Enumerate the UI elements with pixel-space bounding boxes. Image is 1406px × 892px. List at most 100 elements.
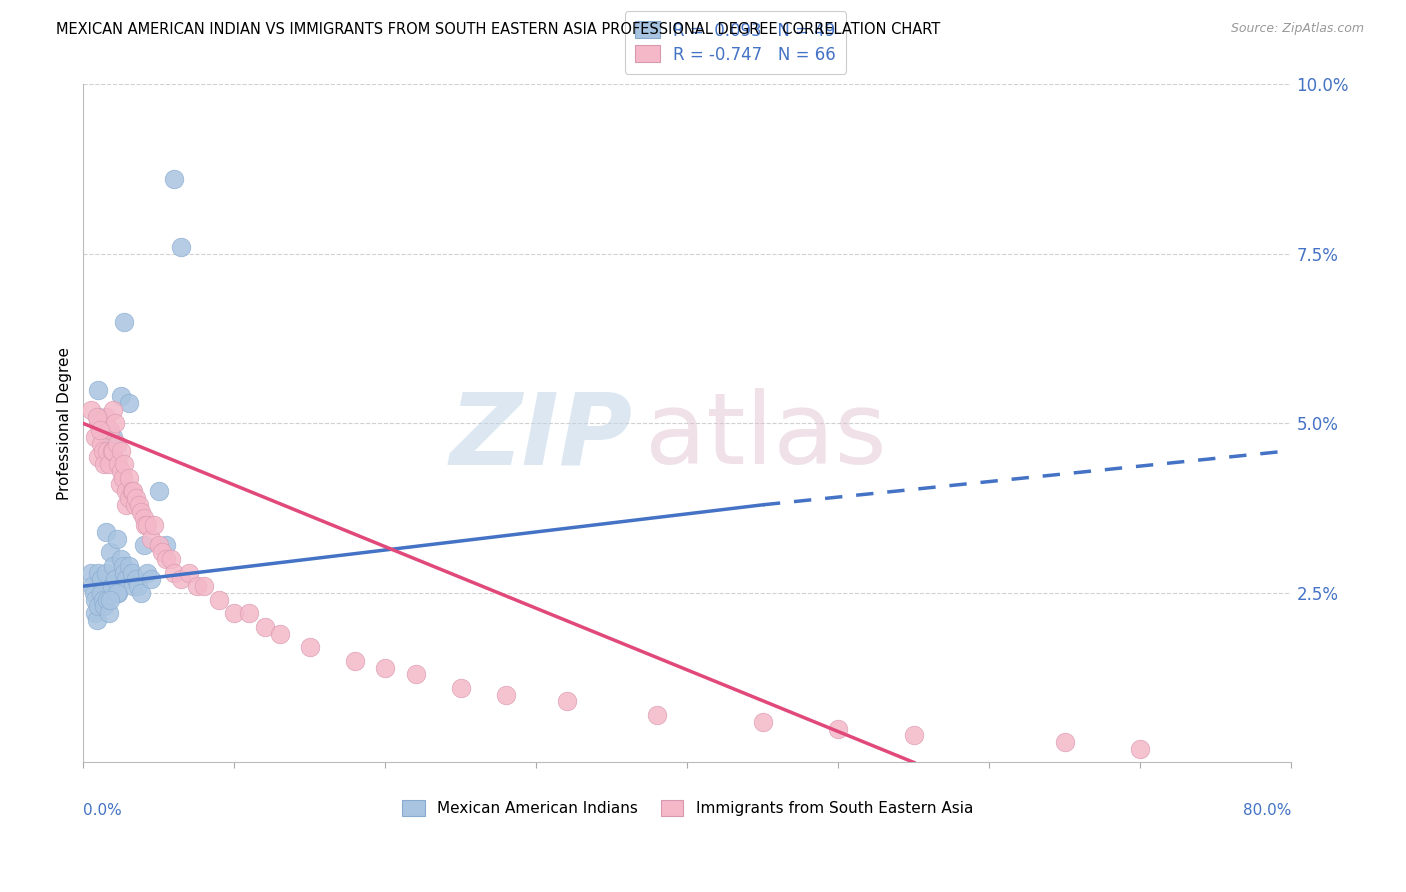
Point	[238, 607, 260, 621]
Point	[253, 620, 276, 634]
Point	[143, 518, 166, 533]
Point	[132, 539, 155, 553]
Point	[103, 403, 125, 417]
Point	[87, 450, 110, 465]
Point	[163, 172, 186, 186]
Point	[84, 430, 107, 444]
Point	[107, 586, 129, 600]
Point	[108, 477, 131, 491]
Point	[155, 539, 177, 553]
Point	[177, 566, 200, 580]
Point	[129, 586, 152, 600]
Point	[117, 471, 139, 485]
Point	[121, 484, 143, 499]
Point	[90, 586, 112, 600]
Text: MEXICAN AMERICAN INDIAN VS IMMIGRANTS FROM SOUTH EASTERN ASIA PROFESSIONAL DEGRE: MEXICAN AMERICAN INDIAN VS IMMIGRANTS FR…	[56, 22, 941, 37]
Point	[83, 586, 105, 600]
Point	[87, 417, 110, 431]
Point	[107, 457, 129, 471]
Point	[141, 532, 163, 546]
Point	[103, 430, 125, 444]
Point	[93, 457, 115, 471]
Point	[135, 566, 157, 580]
Point	[112, 457, 135, 471]
Point	[269, 626, 291, 640]
Point	[117, 558, 139, 573]
Point	[135, 518, 157, 533]
Point	[160, 552, 183, 566]
Point	[110, 443, 132, 458]
Point	[170, 240, 193, 254]
Text: 80.0%: 80.0%	[1243, 803, 1292, 818]
Text: Source: ZipAtlas.com: Source: ZipAtlas.com	[1230, 22, 1364, 36]
Point	[125, 491, 148, 505]
Point	[110, 464, 132, 478]
Point	[193, 579, 215, 593]
Point	[903, 728, 925, 742]
Point	[450, 681, 472, 695]
Point	[100, 592, 122, 607]
Point	[87, 383, 110, 397]
Point	[298, 640, 321, 655]
Point	[87, 599, 110, 614]
Point	[170, 573, 193, 587]
Point	[141, 573, 163, 587]
Point	[101, 443, 124, 458]
Point	[80, 403, 103, 417]
Point	[208, 592, 231, 607]
Point	[105, 532, 128, 546]
Point	[80, 566, 103, 580]
Point	[94, 524, 117, 539]
Point	[163, 566, 186, 580]
Point	[110, 389, 132, 403]
Point	[114, 573, 136, 587]
Point	[186, 579, 208, 593]
Point	[555, 694, 578, 708]
Point	[100, 423, 122, 437]
Point	[100, 545, 122, 559]
Point	[96, 592, 118, 607]
Point	[125, 573, 148, 587]
Point	[96, 443, 118, 458]
Point	[93, 599, 115, 614]
Point	[104, 573, 127, 587]
Point	[134, 518, 156, 533]
Point	[122, 484, 145, 499]
Text: ZIP: ZIP	[450, 389, 633, 485]
Point	[105, 586, 128, 600]
Point	[148, 484, 170, 499]
Point	[645, 708, 668, 723]
Point	[132, 511, 155, 525]
Point	[128, 498, 150, 512]
Point	[111, 471, 134, 485]
Point	[495, 688, 517, 702]
Point	[82, 579, 104, 593]
Point	[91, 443, 114, 458]
Point	[94, 566, 117, 580]
Text: 0.0%: 0.0%	[83, 803, 122, 818]
Point	[121, 566, 143, 580]
Point	[103, 443, 125, 458]
Point	[86, 613, 108, 627]
Point	[84, 607, 107, 621]
Point	[87, 566, 110, 580]
Text: atlas: atlas	[645, 389, 887, 485]
Point	[1053, 735, 1076, 749]
Point	[752, 714, 775, 729]
Point	[89, 423, 111, 437]
Point	[344, 654, 367, 668]
Point	[90, 437, 112, 451]
Point	[117, 396, 139, 410]
Point	[103, 558, 125, 573]
Point	[127, 579, 149, 593]
Point	[90, 573, 112, 587]
Point	[405, 667, 427, 681]
Point	[100, 443, 122, 458]
Point	[148, 539, 170, 553]
Point	[150, 545, 173, 559]
Point	[1129, 742, 1152, 756]
Point	[84, 592, 107, 607]
Point	[155, 552, 177, 566]
Point	[94, 423, 117, 437]
Point	[114, 498, 136, 512]
